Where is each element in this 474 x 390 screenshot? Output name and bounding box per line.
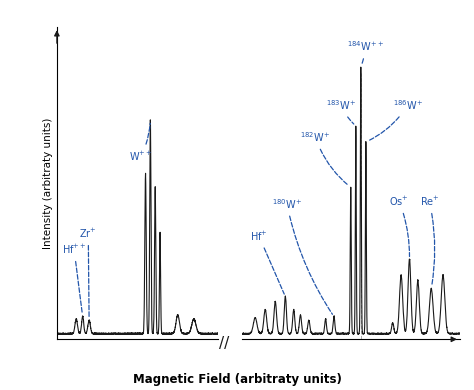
Text: Hf$^{+}$: Hf$^{+}$	[250, 230, 284, 294]
Text: Re$^{+}$: Re$^{+}$	[419, 195, 439, 286]
Y-axis label: Intensity (arbitraty units): Intensity (arbitraty units)	[43, 118, 53, 249]
Text: $^{180}$W$^{+}$: $^{180}$W$^{+}$	[272, 197, 332, 314]
Text: W$^{++}$: W$^{++}$	[129, 123, 153, 163]
Text: Zr$^{+}$: Zr$^{+}$	[80, 227, 97, 318]
Text: $^{182}$W$^{+}$: $^{182}$W$^{+}$	[301, 130, 348, 186]
Text: //: //	[219, 336, 229, 351]
Text: $^{186}$W$^{+}$: $^{186}$W$^{+}$	[368, 98, 423, 141]
Text: Hf$^{++}$: Hf$^{++}$	[62, 243, 86, 314]
Text: Magnetic Field (arbitraty units): Magnetic Field (arbitraty units)	[133, 373, 341, 386]
Text: $^{183}$W$^{+}$: $^{183}$W$^{+}$	[326, 98, 356, 124]
Text: Os$^{+}$: Os$^{+}$	[389, 195, 410, 257]
Text: $^{184}$W$^{++}$: $^{184}$W$^{++}$	[347, 39, 384, 65]
